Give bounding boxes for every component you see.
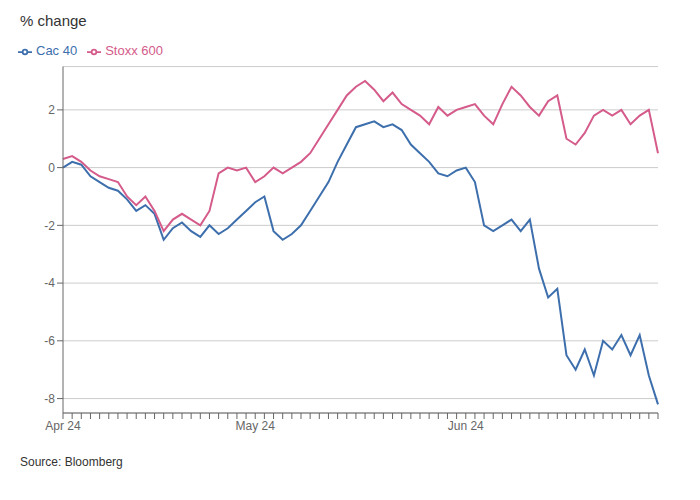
- svg-text:Apr 24: Apr 24: [45, 419, 81, 433]
- html-text:% change: % change: [20, 12, 87, 29]
- html-text:Stoxx 600: Stoxx 600: [105, 43, 163, 58]
- html-text:Source: Bloomberg: Source: Bloomberg: [20, 455, 123, 469]
- html-text:Cac 40: Cac 40: [36, 43, 78, 58]
- svg-text:-2: -2: [44, 219, 55, 233]
- svg-text:2: 2: [48, 103, 55, 117]
- svg-text:May 24: May 24: [236, 419, 276, 433]
- svg-text:-4: -4: [44, 276, 55, 290]
- svg-text:Jun 24: Jun 24: [448, 419, 484, 433]
- svg-text:-6: -6: [44, 334, 55, 348]
- svg-text:0: 0: [48, 161, 55, 175]
- svg-text:-8: -8: [44, 392, 55, 406]
